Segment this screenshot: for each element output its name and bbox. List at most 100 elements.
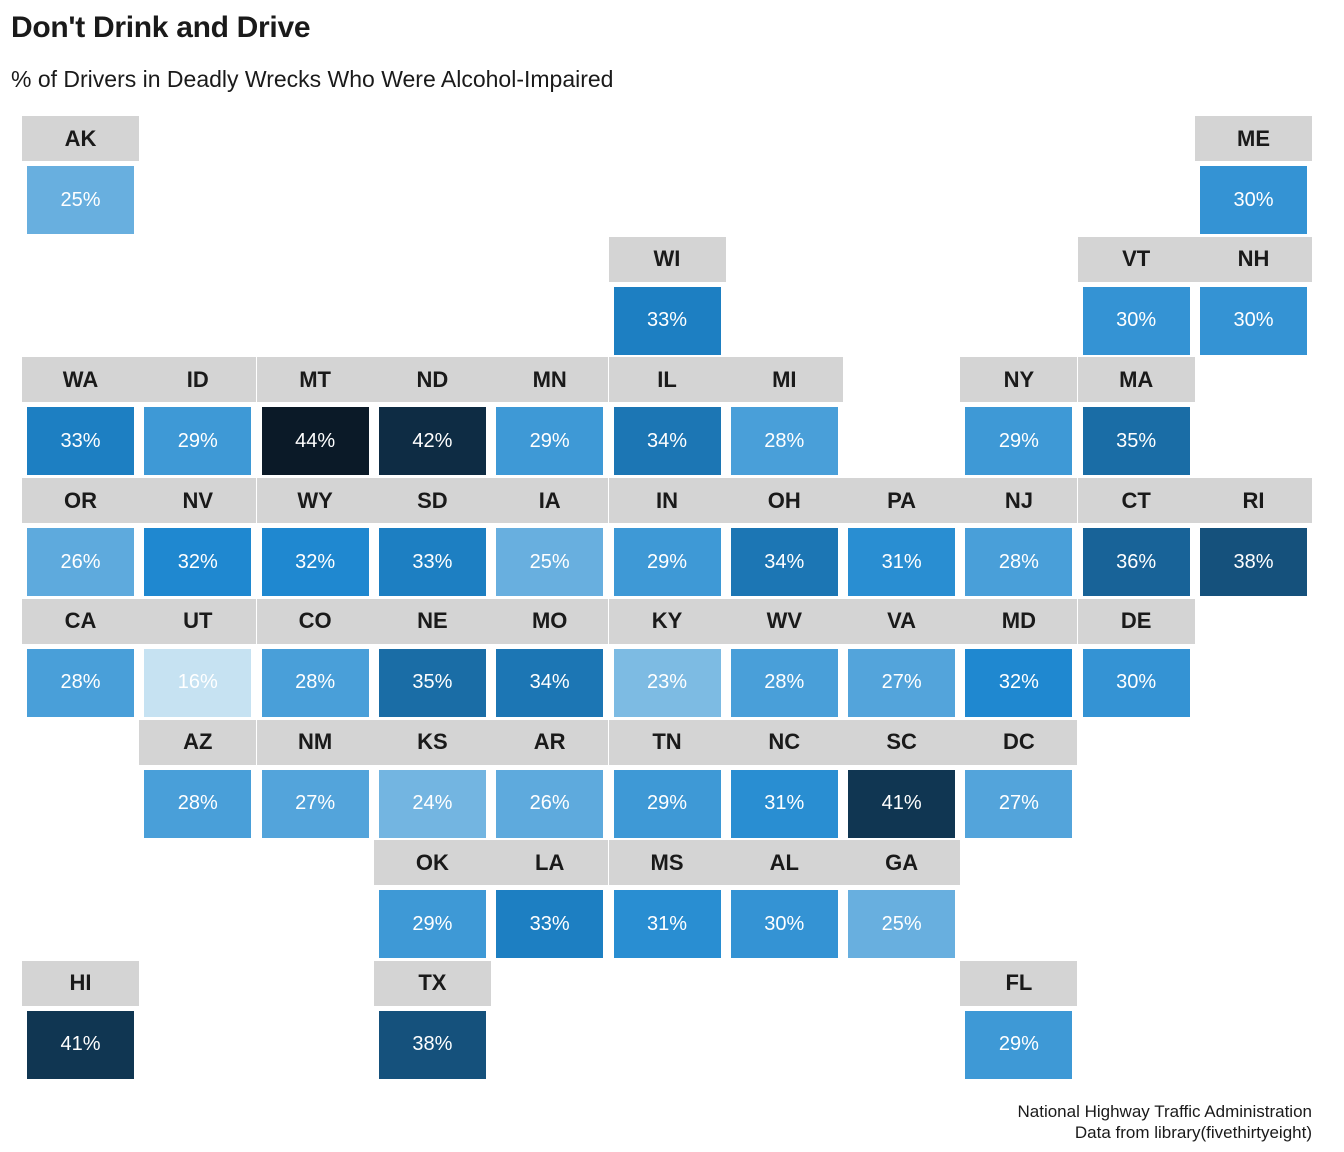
state-tile-hi: HI 41% xyxy=(22,960,139,1082)
state-label: NH xyxy=(1195,236,1312,282)
state-tile-la: LA 33% xyxy=(491,840,609,961)
state-value-cell: 30% xyxy=(1082,648,1190,717)
state-tile-or: OR 26% xyxy=(22,478,139,599)
state-tile-pa: PA 31% xyxy=(843,478,961,599)
state-value-cell: 33% xyxy=(378,528,486,597)
state-label: WV xyxy=(725,598,843,644)
state-label: WA xyxy=(22,357,139,403)
state-tile-ms: MS 31% xyxy=(608,840,726,961)
caption-library: Data from library(fivethirtyeight) xyxy=(1074,1123,1312,1142)
state-tile-in: IN 29% xyxy=(608,478,726,599)
state-tile-wv: WV 28% xyxy=(725,598,843,720)
state-label: MI xyxy=(725,357,843,403)
state-label: CO xyxy=(256,598,374,644)
state-value-cell: 25% xyxy=(27,166,134,234)
state-label: OH xyxy=(725,478,843,524)
state-value-cell: 29% xyxy=(378,890,486,959)
state-value-cell: 16% xyxy=(144,648,252,717)
state-value-cell: 28% xyxy=(730,648,838,717)
state-tile-nh: NH 30% xyxy=(1195,236,1312,358)
state-value-cell: 25% xyxy=(848,890,956,959)
state-tile-ny: NY 29% xyxy=(960,357,1078,478)
state-label: FL xyxy=(960,960,1078,1006)
state-value-cell: 30% xyxy=(1200,166,1307,234)
state-value-cell: 29% xyxy=(496,407,604,476)
state-tile-ri: RI 38% xyxy=(1195,478,1312,599)
state-tile-ne: NE 35% xyxy=(373,598,491,720)
state-value-cell: 25% xyxy=(496,528,604,597)
state-label: ME xyxy=(1195,116,1312,161)
state-label: DC xyxy=(960,719,1078,765)
state-value-cell: 28% xyxy=(27,648,134,717)
state-label: NV xyxy=(139,478,257,524)
state-label: AR xyxy=(491,719,609,765)
state-label: WI xyxy=(608,236,726,282)
state-value-cell: 30% xyxy=(1200,286,1307,355)
state-tile-nd: ND 42% xyxy=(373,357,491,478)
state-value-cell: 29% xyxy=(965,1010,1073,1079)
state-tile-grid: AK 25% ME 30% WI 33% VT 30% NH 30% WA 33% ID 29% MT 44%… xyxy=(22,116,1312,1082)
state-value-cell: 23% xyxy=(613,648,721,717)
state-value-cell: 26% xyxy=(27,528,134,597)
state-tile-az: AZ 28% xyxy=(139,719,257,841)
state-tile-me: ME 30% xyxy=(1195,116,1312,237)
state-label: OK xyxy=(373,840,491,886)
state-label: MD xyxy=(960,598,1078,644)
state-label: MA xyxy=(1077,357,1195,403)
state-label: VT xyxy=(1077,236,1195,282)
state-tile-ok: OK 29% xyxy=(373,840,491,961)
state-value-cell: 36% xyxy=(1082,528,1190,597)
state-value-cell: 34% xyxy=(496,648,604,717)
state-tile-nj: NJ 28% xyxy=(960,478,1078,599)
state-tile-oh: OH 34% xyxy=(725,478,843,599)
state-tile-sc: SC 41% xyxy=(843,719,961,841)
state-label: NJ xyxy=(960,478,1078,524)
state-label: AL xyxy=(725,840,843,886)
state-label: MO xyxy=(491,598,609,644)
state-label: CT xyxy=(1077,478,1195,524)
state-value-cell: 29% xyxy=(613,528,721,597)
state-tile-ks: KS 24% xyxy=(373,719,491,841)
state-value-cell: 27% xyxy=(848,648,956,717)
state-tile-va: VA 27% xyxy=(843,598,961,720)
state-tile-ma: MA 35% xyxy=(1077,357,1195,478)
caption-source: National Highway Traffic Administration xyxy=(1017,1102,1313,1121)
state-label: KY xyxy=(608,598,726,644)
state-tile-id: ID 29% xyxy=(139,357,257,478)
state-value-cell: 41% xyxy=(27,1010,134,1079)
state-tile-co: CO 28% xyxy=(256,598,374,720)
state-tile-vt: VT 30% xyxy=(1077,236,1195,358)
state-tile-ak: AK 25% xyxy=(22,116,139,237)
state-tile-fl: FL 29% xyxy=(960,960,1078,1082)
state-value-cell: 32% xyxy=(261,528,369,597)
state-value-cell: 38% xyxy=(378,1010,486,1079)
state-label: MN xyxy=(491,357,609,403)
state-tile-mi: MI 28% xyxy=(725,357,843,478)
state-tile-mt: MT 44% xyxy=(256,357,374,478)
state-value-cell: 29% xyxy=(965,407,1073,476)
state-tile-nm: NM 27% xyxy=(256,719,374,841)
state-tile-de: DE 30% xyxy=(1077,598,1195,720)
state-value-cell: 34% xyxy=(613,407,721,476)
state-label: ND xyxy=(373,357,491,403)
state-value-cell: 34% xyxy=(730,528,838,597)
state-value-cell: 33% xyxy=(496,890,604,959)
state-value-cell: 27% xyxy=(965,769,1073,838)
state-label: IL xyxy=(608,357,726,403)
state-value-cell: 28% xyxy=(261,648,369,717)
state-label: NE xyxy=(373,598,491,644)
state-label: MT xyxy=(256,357,374,403)
state-label: GA xyxy=(843,840,961,886)
state-value-cell: 28% xyxy=(730,407,838,476)
state-value-cell: 29% xyxy=(144,407,252,476)
state-tile-wi: WI 33% xyxy=(608,236,726,358)
state-value-cell: 28% xyxy=(965,528,1073,597)
state-label: ID xyxy=(139,357,257,403)
state-label: NM xyxy=(256,719,374,765)
state-label: NC xyxy=(725,719,843,765)
state-tile-il: IL 34% xyxy=(608,357,726,478)
state-label: KS xyxy=(373,719,491,765)
state-value-cell: 33% xyxy=(613,286,721,355)
state-tile-mn: MN 29% xyxy=(491,357,609,478)
state-tile-tn: TN 29% xyxy=(608,719,726,841)
